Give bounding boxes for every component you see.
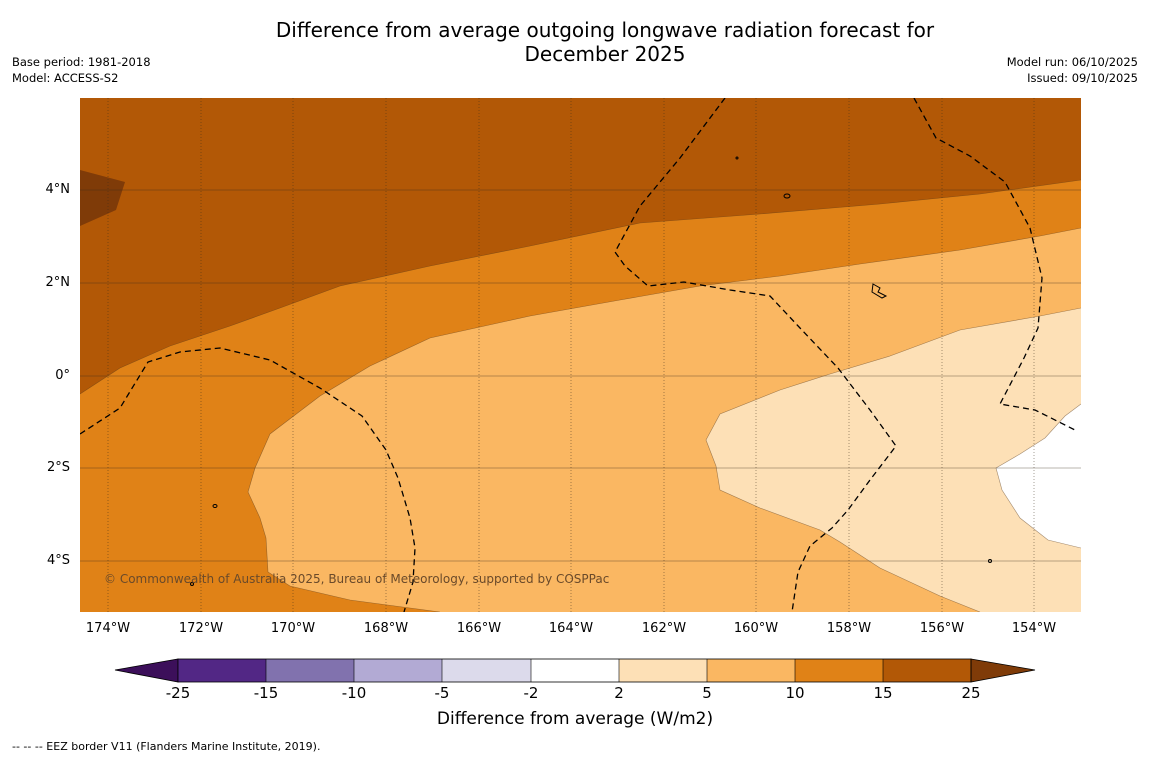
island — [190, 582, 194, 586]
model-name: Model: ACCESS-S2 — [12, 71, 119, 85]
island — [871, 283, 888, 299]
colorbar-tick: 25 — [961, 684, 981, 702]
island — [783, 193, 791, 199]
band-minus2-2 — [996, 404, 1081, 548]
lat-label-4s: 4°S — [46, 553, 70, 568]
lon-label-160w: 160°W — [733, 621, 779, 636]
lon-label-172w: 172°W — [178, 621, 224, 636]
copyright-notice: © Commonwealth of Australia 2025, Bureau… — [104, 572, 610, 586]
model-run: Model run: 06/10/2025 — [1006, 55, 1138, 69]
colorbar-seg — [354, 659, 442, 682]
colorbar-tick: 15 — [873, 684, 893, 702]
colorbar-seg — [795, 659, 883, 682]
lon-label-162w: 162°W — [641, 621, 687, 636]
colorbar-tick: 5 — [702, 684, 712, 702]
band-over-25 — [80, 170, 125, 226]
colorbar-extend-low — [114, 658, 179, 683]
meta-left: Base period: 1981-2018 Model: ACCESS-S2 — [12, 54, 151, 86]
eez-border-east — [913, 98, 1076, 431]
colorbar-seg — [531, 659, 619, 682]
lon-label-156w: 156°W — [919, 621, 965, 636]
colorbar-seg — [442, 659, 531, 682]
colorbar-seg — [619, 659, 707, 682]
lon-label-154w: 154°W — [1011, 621, 1057, 636]
colorbar-tick: -10 — [341, 684, 367, 702]
island — [212, 504, 218, 508]
colorbar-tick: -5 — [434, 684, 450, 702]
colorbar-seg — [707, 659, 795, 682]
map-svg — [80, 98, 1081, 612]
lon-label-174w: 174°W — [85, 621, 131, 636]
eez-border-central — [614, 98, 897, 612]
band-2-5 — [706, 308, 1081, 612]
colorbar-tick: 2 — [614, 684, 624, 702]
map-title: Difference from average outgoing longwav… — [275, 18, 935, 66]
colorbar-seg — [178, 659, 266, 682]
lon-label-170w: 170°W — [270, 621, 316, 636]
lon-label-168w: 168°W — [363, 621, 409, 636]
lat-label-2s: 2°S — [46, 460, 70, 475]
map-area[interactable] — [80, 98, 1081, 612]
lon-label-166w: 166°W — [456, 621, 502, 636]
lat-label-0: 0° — [55, 368, 70, 383]
colorbar-seg — [266, 659, 354, 682]
footnote: -- -- -- EEZ border V11 (Flanders Marine… — [12, 740, 321, 753]
lon-label-158w: 158°W — [826, 621, 872, 636]
lat-label-4n: 4°N — [45, 182, 71, 197]
base-period: Base period: 1981-2018 — [12, 55, 151, 69]
colorbar-tick: -25 — [165, 684, 191, 702]
colorbar-tick: -15 — [253, 684, 279, 702]
eez-border-west — [80, 347, 416, 612]
colorbar-tick: 10 — [785, 684, 805, 702]
lat-label-2n: 2°N — [45, 275, 71, 290]
island — [735, 156, 739, 160]
issued-date: Issued: 09/10/2025 — [1027, 71, 1138, 85]
lon-label-164w: 164°W — [548, 621, 594, 636]
colorbar-label: Difference from average (W/m2) — [436, 709, 714, 729]
island — [988, 559, 992, 563]
colorbar-tick: -2 — [523, 684, 539, 702]
colorbar-extend-high — [970, 658, 1036, 683]
meta-right: Model run: 06/10/2025 Issued: 09/10/2025 — [1007, 54, 1138, 86]
colorbar-seg — [883, 659, 971, 682]
